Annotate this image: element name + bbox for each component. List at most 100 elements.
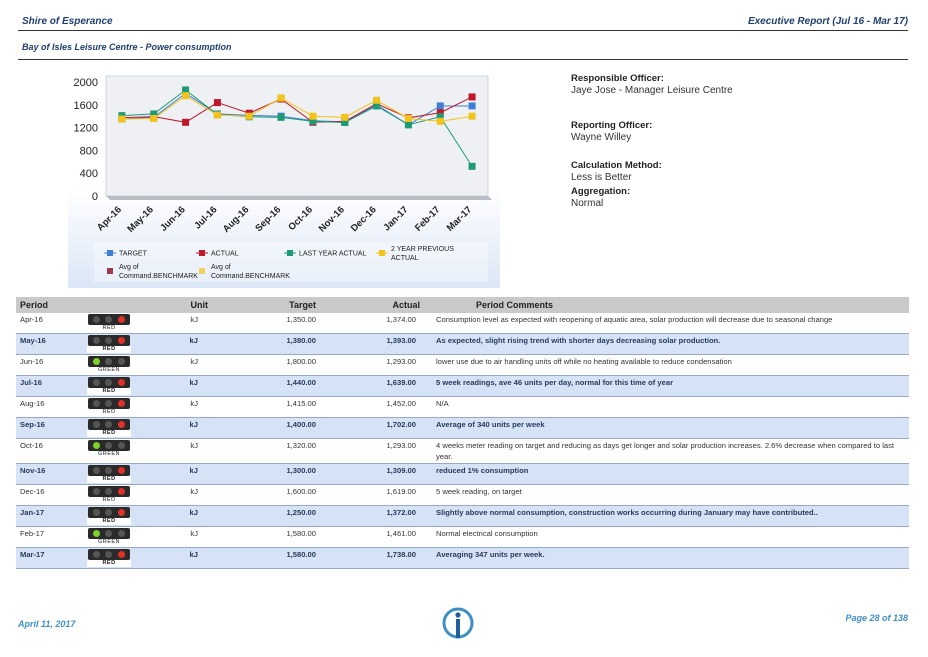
status-cell: RED <box>76 417 142 439</box>
period-table: Period Unit Target Actual Period Comment… <box>16 297 909 569</box>
data-point <box>182 118 190 126</box>
data-point <box>468 162 476 170</box>
period-cell: Feb-17 <box>16 526 76 548</box>
calculation-method-label: Calculation Method: <box>571 160 662 171</box>
target-cell: 1,300.00 <box>234 463 346 485</box>
actual-cell: 1,639.00 <box>346 375 424 397</box>
unit-cell: kJ <box>142 438 234 464</box>
legend-swatch <box>287 250 293 256</box>
status-cell: RED <box>76 313 142 334</box>
target-cell: 1,600.00 <box>234 484 346 506</box>
x-tick-label: Jun-16 <box>158 204 187 233</box>
table-row: Aug-16 RED kJ 1,415.00 1,452.00 N/A <box>16 396 909 418</box>
data-point <box>468 93 476 101</box>
data-point <box>150 110 158 118</box>
data-point <box>468 102 476 110</box>
traffic-light-icon: RED <box>87 549 131 567</box>
calculation-method-value: Less is Better <box>571 172 632 183</box>
actual-cell: 1,452.00 <box>346 396 424 418</box>
status-cell: GREEN <box>76 354 142 376</box>
comment-cell: lower use due to air handling units off … <box>424 354 909 376</box>
period-cell: Aug-16 <box>16 396 76 418</box>
table-row: Sep-16 RED kJ 1,400.00 1,702.00 Average of 34… <box>16 417 909 439</box>
traffic-light-icon: RED <box>87 486 131 504</box>
legend-box <box>94 242 488 282</box>
status-label: GREEN <box>87 539 131 546</box>
data-point <box>182 86 190 94</box>
status-label: RED <box>87 409 131 416</box>
period-cell: Oct-16 <box>16 438 76 464</box>
target-cell: 1,250.00 <box>234 505 346 527</box>
traffic-light-icon: RED <box>87 465 131 483</box>
period-cell: Jan-17 <box>16 505 76 527</box>
y-tick-label: 1600 <box>74 100 98 112</box>
x-tick-label: Aug-16 <box>221 204 252 235</box>
status-cell: RED <box>76 505 142 527</box>
data-point <box>150 114 158 122</box>
status-label: RED <box>87 346 131 353</box>
data-point <box>436 102 444 110</box>
table-row: Apr-16 RED kJ 1,350.00 1,374.00 Consumption l… <box>16 313 909 334</box>
x-tick-label: Dec-16 <box>349 204 379 234</box>
comment-cell: Consumption level as expected with reope… <box>424 313 909 334</box>
data-point <box>341 113 349 121</box>
col-status <box>76 297 142 313</box>
status-cell: RED <box>76 484 142 506</box>
footer-date: April 11, 2017 <box>18 619 76 629</box>
legend-label: Avg of Command.BENCHMARK <box>119 264 198 280</box>
traffic-light-icon: RED <box>87 398 131 416</box>
target-cell: 1,415.00 <box>234 396 346 418</box>
unit-cell: kJ <box>142 375 234 397</box>
y-tick-label: 1200 <box>74 123 98 135</box>
col-period: Period <box>16 297 76 313</box>
period-cell: Jun-16 <box>16 354 76 376</box>
actual-cell: 1,702.00 <box>346 417 424 439</box>
shire-logo-icon <box>442 607 474 639</box>
data-point <box>436 113 444 121</box>
x-tick-label: Nov-16 <box>317 204 347 234</box>
target-cell: 1,320.00 <box>234 438 346 464</box>
page-subtitle: Bay of Isles Leisure Centre - Power cons… <box>22 42 232 52</box>
aggregation: Aggregation: Normal <box>571 186 630 209</box>
responsible-officer: Responsible Officer: Jaye Jose - Manager… <box>571 73 733 96</box>
period-cell: Sep-16 <box>16 417 76 439</box>
status-label: RED <box>87 497 131 504</box>
header-divider <box>18 30 908 31</box>
y-tick-label: 0 <box>92 191 98 203</box>
actual-cell: 1,293.00 <box>346 438 424 464</box>
target-cell: 1,350.00 <box>234 313 346 334</box>
actual-cell: 1,619.00 <box>346 484 424 506</box>
table-row: Jun-16 GREEN kJ 1,800.00 1,293.00 lower use d… <box>16 354 909 376</box>
report-title: Executive Report (Jul 16 - Mar 17) <box>747 16 908 27</box>
status-label: RED <box>87 325 131 332</box>
status-label: RED <box>87 388 131 395</box>
period-cell: Nov-16 <box>16 463 76 485</box>
status-cell: GREEN <box>76 438 142 464</box>
target-cell: 1,440.00 <box>234 375 346 397</box>
comment-cell: N/A <box>424 396 909 418</box>
subtitle-divider <box>18 59 908 60</box>
legend-label: ACTUAL <box>211 251 239 258</box>
plot-area <box>105 75 489 197</box>
comment-cell: 4 weeks meter reading on target and redu… <box>424 438 909 464</box>
x-tick-label: Jan-17 <box>381 204 410 233</box>
comment-cell: 5 week readings, ave 46 units per day, n… <box>424 375 909 397</box>
comment-cell: reduced 1% consumption <box>424 463 909 485</box>
data-point <box>436 109 444 117</box>
responsible-officer-value: Jaye Jose - Manager Leisure Centre <box>571 85 733 96</box>
status-cell: RED <box>76 333 142 355</box>
legend-label: 2 YEAR PREVIOUS ACTUAL <box>391 246 454 262</box>
legend-swatch <box>107 268 113 274</box>
status-label: GREEN <box>87 367 131 374</box>
aggregation-value: Normal <box>571 198 604 209</box>
footer-page: Page 28 of 138 <box>845 613 908 623</box>
data-point <box>245 112 253 120</box>
x-tick-label: Feb-17 <box>413 204 442 233</box>
comment-cell: Averaging 347 units per week. <box>424 547 909 569</box>
target-cell: 1,580.00 <box>234 526 346 548</box>
target-cell: 1,800.00 <box>234 354 346 376</box>
table-row: Jul-16 RED kJ 1,440.00 1,639.00 5 week readin… <box>16 375 909 397</box>
series-line <box>121 89 473 167</box>
data-point <box>341 118 349 126</box>
traffic-light-icon: RED <box>87 377 131 395</box>
